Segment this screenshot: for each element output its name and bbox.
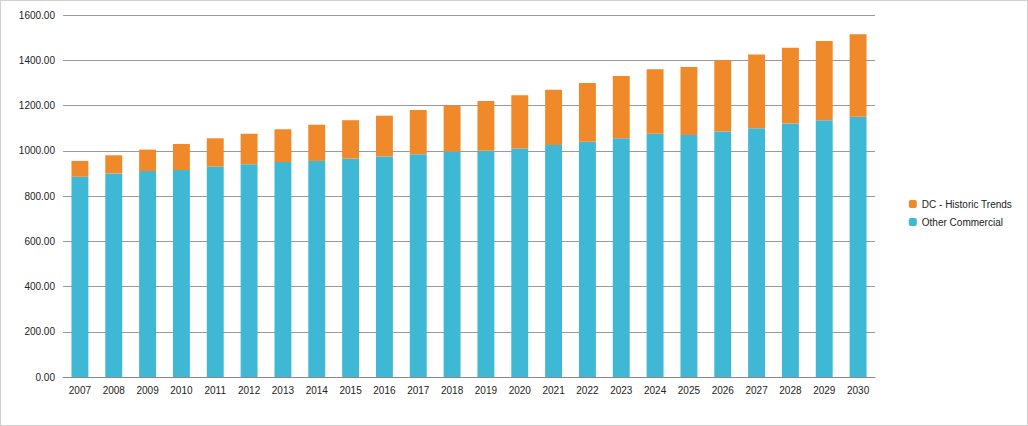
svg-text:DC - Historic Trends: DC - Historic Trends [922,199,1012,210]
svg-text:2017: 2017 [407,385,430,396]
svg-text:600.00: 600.00 [24,236,55,247]
svg-text:400.00: 400.00 [24,281,55,292]
svg-text:800.00: 800.00 [24,191,55,202]
svg-text:2012: 2012 [238,385,261,396]
svg-text:2024: 2024 [644,385,667,396]
svg-text:2030: 2030 [847,385,870,396]
svg-text:2022: 2022 [576,385,599,396]
svg-text:0.00: 0.00 [36,372,56,383]
svg-text:200.00: 200.00 [24,326,55,337]
svg-text:2026: 2026 [712,385,735,396]
svg-text:2028: 2028 [779,385,802,396]
svg-text:2018: 2018 [441,385,464,396]
svg-text:2011: 2011 [204,385,226,396]
svg-text:1200.00: 1200.00 [19,100,56,111]
svg-text:2007: 2007 [69,385,92,396]
svg-text:2021: 2021 [542,385,565,396]
svg-text:Other Commercial: Other Commercial [922,217,1003,228]
svg-text:2014: 2014 [306,385,329,396]
svg-text:2027: 2027 [745,385,768,396]
svg-text:2010: 2010 [170,385,193,396]
svg-text:2025: 2025 [678,385,701,396]
svg-text:1600.00: 1600.00 [19,10,56,21]
svg-text:2015: 2015 [339,385,362,396]
svg-text:2029: 2029 [813,385,836,396]
svg-text:2016: 2016 [373,385,396,396]
svg-text:2020: 2020 [509,385,532,396]
svg-text:2013: 2013 [272,385,295,396]
svg-text:2008: 2008 [103,385,126,396]
svg-text:2019: 2019 [475,385,498,396]
svg-text:1000.00: 1000.00 [19,145,56,156]
svg-text:1400.00: 1400.00 [19,55,56,66]
svg-text:2023: 2023 [610,385,633,396]
svg-text:2009: 2009 [136,385,159,396]
